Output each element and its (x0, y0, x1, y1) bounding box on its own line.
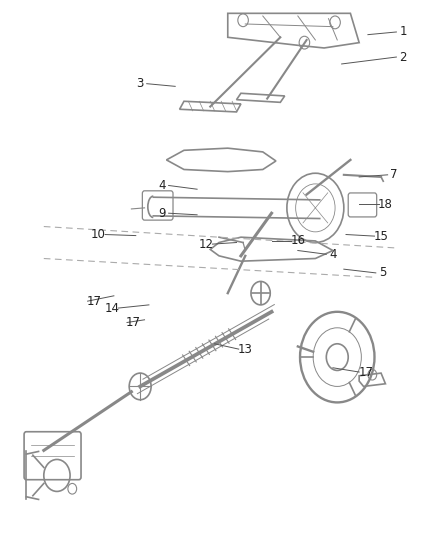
Text: 17: 17 (126, 316, 141, 329)
Text: 7: 7 (390, 168, 398, 181)
Text: 13: 13 (238, 343, 253, 356)
Text: 10: 10 (91, 228, 106, 241)
Text: 14: 14 (104, 302, 119, 314)
Text: 12: 12 (198, 238, 213, 251)
Text: 4: 4 (329, 248, 337, 261)
Text: 17: 17 (87, 295, 102, 308)
Text: 15: 15 (374, 230, 389, 243)
Text: 3: 3 (137, 77, 144, 90)
Text: 17: 17 (358, 366, 373, 378)
Text: 4: 4 (158, 179, 166, 192)
Text: 5: 5 (380, 266, 387, 279)
Text: 2: 2 (399, 51, 407, 63)
Text: 9: 9 (158, 207, 166, 220)
Text: 16: 16 (290, 235, 305, 247)
Text: 1: 1 (399, 26, 407, 38)
Text: 18: 18 (378, 198, 393, 211)
